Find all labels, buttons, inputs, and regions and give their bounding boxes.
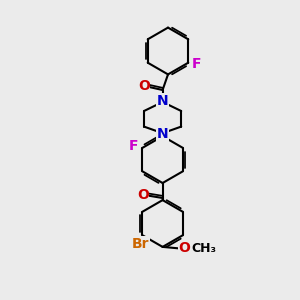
Text: F: F xyxy=(129,140,138,153)
Text: CH₃: CH₃ xyxy=(191,242,217,255)
Text: O: O xyxy=(137,188,149,202)
Text: N: N xyxy=(157,94,168,108)
Text: F: F xyxy=(192,57,201,71)
Text: O: O xyxy=(178,242,190,255)
Text: N: N xyxy=(157,128,168,141)
Text: Br: Br xyxy=(132,237,150,250)
Text: O: O xyxy=(138,80,150,93)
